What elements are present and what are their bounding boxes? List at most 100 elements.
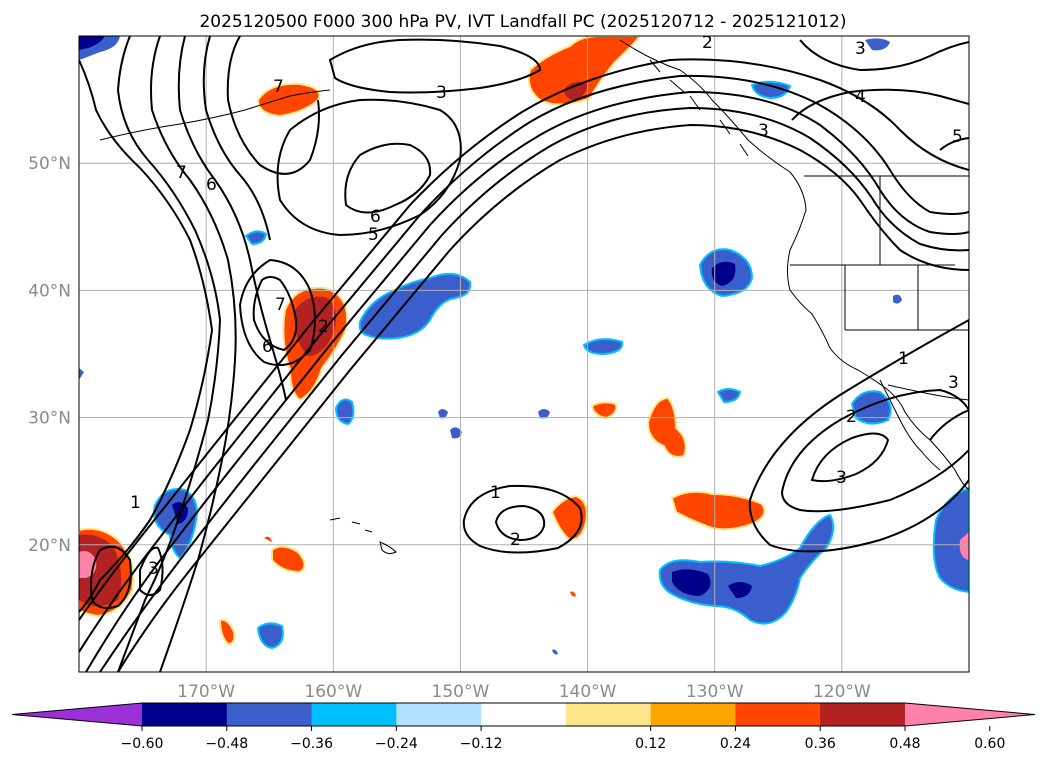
lon-tick-label: 140°W (559, 682, 617, 702)
shade-blob (538, 409, 550, 419)
pv-contour (202, 36, 271, 241)
lat-tick-label: 50°N (28, 154, 71, 174)
pv-contour (328, 38, 542, 94)
shade-blob (716, 388, 742, 404)
pv-contour (85, 90, 969, 672)
colorbar-tick-label: 0.24 (720, 736, 751, 752)
colorbar-tick-label: 0.36 (805, 736, 836, 752)
shade-blob (590, 401, 618, 420)
pv-contour (252, 276, 298, 352)
contour-label: 6 (370, 207, 381, 227)
colorbar-tick-label: −0.36 (290, 736, 333, 752)
contour-label: 4 (855, 87, 866, 107)
contour-label: 5 (952, 127, 963, 147)
pv-contour (462, 484, 583, 554)
lon-tick-label: 130°W (686, 682, 744, 702)
lon-tick-label: 160°W (304, 682, 362, 702)
colorbar-extend-max (905, 703, 1035, 726)
contour-label: 7 (273, 77, 284, 97)
colorbar-segment (226, 703, 313, 726)
shade-blob (564, 81, 588, 100)
colorbar-tick-label: −0.48 (205, 736, 248, 752)
colorbar-segment (142, 703, 228, 726)
shade-blob (670, 490, 766, 531)
lat-tick-label: 20°N (28, 536, 71, 556)
contour-label: 3 (148, 559, 159, 579)
state-borders (790, 176, 969, 331)
pv-contour (79, 58, 969, 621)
shade-blob (893, 294, 902, 304)
colorbar-tick-label: 0.12 (635, 736, 666, 752)
contour-label: 2 (702, 33, 713, 53)
contour-label: 1 (490, 483, 501, 503)
contour-label: 2 (510, 530, 521, 550)
pv-contour (90, 545, 132, 609)
map-background (79, 36, 969, 672)
map-title: 2025120500 F000 300 hPa PV, IVT Landfall… (199, 12, 846, 32)
lat-tick-label: 40°N (28, 281, 71, 301)
pv-contour (791, 88, 969, 121)
baja-coast (879, 379, 941, 471)
lat-tick-label: 30°N (28, 409, 71, 429)
colorbar-segment (481, 703, 567, 726)
colorbar-segment (311, 703, 397, 726)
pv-contour (494, 504, 546, 542)
shade-blob (728, 582, 752, 598)
bc-islands (649, 59, 749, 157)
shade-blob (959, 532, 969, 560)
contour-label: 7 (176, 163, 187, 183)
contour-label: 6 (206, 175, 217, 195)
pv-contour (810, 432, 890, 483)
colorbar-segment (735, 703, 821, 726)
contour-label: 7 (275, 295, 286, 315)
colorbar-tick-label: −0.60 (121, 736, 164, 752)
shade-blob (271, 545, 306, 574)
shade-blob (527, 36, 642, 106)
colorbar-segment (565, 703, 652, 726)
alaska-islands (99, 89, 331, 141)
pv-contour (276, 98, 462, 237)
colorbar-tick-label: 0.60 (974, 736, 1005, 752)
contour-label: 3 (948, 373, 959, 393)
contour-label: 2 (846, 407, 857, 427)
colorbar-tick-label: −0.12 (460, 736, 503, 752)
contour-label: 1 (130, 493, 141, 513)
latitude-labels: 50°N 40°N 30°N 20°N (28, 154, 71, 556)
shade-blob (438, 409, 448, 419)
shade-blob (711, 261, 736, 286)
shade-blob (570, 591, 576, 597)
contour-label: 5 (368, 225, 379, 245)
colorbar: −0.60 −0.48 −0.36 −0.24 −0.12 0.12 0.24 0.36 0.4… (11, 702, 1036, 752)
contour-labels: 7 7 6 3 6 5 7 6 2 2 3 4 3 5 1 3 2 3 1 2 (130, 33, 963, 579)
coastlines (99, 39, 969, 555)
pv-contours (79, 36, 969, 672)
shade-blob (79, 368, 84, 380)
pv-contour (238, 258, 316, 366)
map-panel: 7 7 6 3 6 5 7 6 2 2 3 4 3 5 1 3 2 3 1 2 (78, 33, 970, 673)
hawaii-islands (329, 517, 397, 555)
shade-blob (79, 36, 105, 50)
pv-contour (799, 39, 969, 72)
pv-contour (116, 36, 222, 672)
contour-label: 3 (436, 83, 447, 103)
shade-blob (865, 38, 890, 51)
lon-tick-label: 170°W (177, 682, 235, 702)
contour-label: 3 (836, 468, 847, 488)
shade-blob (256, 622, 284, 650)
colorbar-extend-min (12, 703, 142, 726)
shade-blob (450, 427, 462, 439)
colorbar-segment (820, 703, 906, 726)
shade-blob (672, 569, 711, 596)
contour-label: 1 (898, 349, 909, 369)
shade-blob (750, 80, 792, 100)
pv-contour (139, 546, 164, 596)
pv-contour (344, 142, 432, 214)
contour-label: 2 (318, 317, 329, 337)
north-america-coast (619, 39, 969, 491)
pv-contour (748, 318, 969, 553)
colorbar-segment (650, 703, 736, 726)
shade-blob (264, 536, 272, 542)
longitude-labels: 170°W 160°W 150°W 140°W 130°W 120°W (177, 682, 871, 702)
lon-tick-label: 120°W (813, 682, 871, 702)
